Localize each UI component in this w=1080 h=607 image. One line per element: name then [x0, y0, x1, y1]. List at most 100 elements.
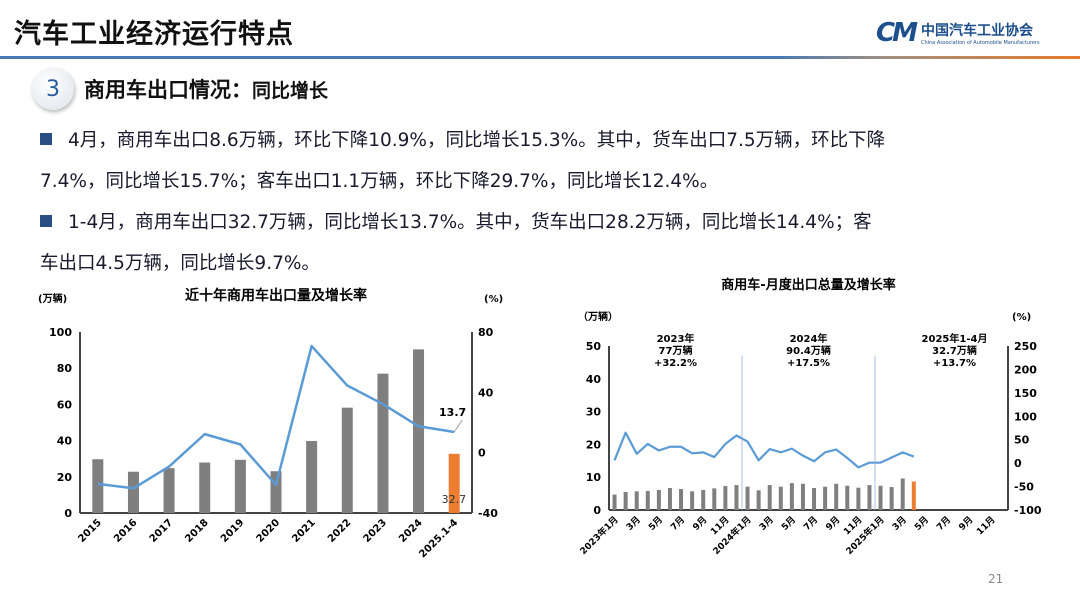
- bullet-2: 1-4月，商用车出口32.7万辆，同比增长13.7%。其中，货车出口28.2万辆…: [40, 202, 1060, 284]
- bar: [377, 373, 389, 513]
- x-tick-label: 3月: [624, 514, 643, 533]
- right-axis-unit: (%): [484, 294, 503, 305]
- bar: [127, 471, 139, 513]
- bar: [306, 440, 318, 513]
- left-tick-label: 40: [586, 373, 602, 386]
- bar: [845, 485, 850, 510]
- year-annotation: +32.2%: [654, 358, 697, 369]
- line-data-label: 13.7: [439, 406, 466, 419]
- bar: [878, 485, 883, 510]
- bar: [634, 491, 639, 510]
- x-tick-label: 2021: [290, 517, 317, 544]
- x-tick-label: 3月: [757, 514, 776, 533]
- left-tick-label: 20: [57, 471, 73, 484]
- bullet-text: 1-4月，商用车出口32.7万辆，同比增长13.7%。其中，货车出口28.2万辆…: [68, 212, 872, 233]
- bullet-text: 车出口4.5万辆，同比增长9.7%。: [40, 253, 320, 274]
- bar: [690, 491, 695, 510]
- chart-title: 商用车-月度出口总量及增长率: [721, 277, 895, 293]
- annual-export-chart: 近十年商用车出口量及增长率 (万辆) (%) 0 20 40 60 80 100 -40 0 40 80…: [38, 287, 503, 560]
- left-axis-unit: (万辆): [38, 292, 67, 305]
- bar: [789, 483, 794, 510]
- left-tick-label: 30: [586, 406, 602, 419]
- caam-logo: CM 中国汽车工业协会 China Association of Automob…: [876, 18, 1040, 48]
- x-tick-label: 5月: [779, 514, 798, 533]
- bar: [413, 349, 425, 513]
- data-label-leader: [453, 419, 463, 433]
- bar: [911, 481, 916, 510]
- bar: [645, 490, 650, 510]
- bar: [448, 453, 460, 513]
- x-tick-label: 2019: [219, 517, 246, 544]
- bar: [834, 483, 839, 510]
- right-tick-label: 40: [478, 386, 494, 399]
- bar: [163, 468, 175, 513]
- left-tick-label: 100: [49, 326, 72, 339]
- right-tick-label: -50: [1014, 481, 1034, 494]
- bar-data-label: 32.7: [442, 493, 467, 506]
- bar: [900, 478, 905, 510]
- bar: [701, 489, 706, 510]
- bullet-square-icon: [40, 133, 52, 145]
- x-tick-label: 2018: [183, 517, 210, 544]
- x-tick-label: 9月: [957, 514, 976, 533]
- bar: [745, 486, 750, 510]
- logo-en: China Association of Automobile Manufact…: [920, 40, 1040, 46]
- logo-mark: CM: [876, 18, 918, 48]
- right-tick-label: 50: [1014, 434, 1030, 447]
- year-annotation: 2023年: [657, 332, 695, 345]
- bar: [723, 486, 728, 510]
- x-tick-label: 7月: [669, 514, 688, 533]
- year-annotation: 90.4万辆: [786, 344, 831, 357]
- bar: [656, 489, 661, 510]
- x-tick-label: 7月: [935, 514, 954, 533]
- left-axis-unit: （万辆）: [578, 310, 618, 323]
- bar: [889, 487, 894, 510]
- year-annotation: +17.5%: [787, 358, 830, 369]
- x-tick-label: 2024: [397, 517, 424, 544]
- x-tick-label: 2022: [326, 517, 353, 544]
- year-annotation: 32.7万辆: [932, 344, 977, 357]
- right-tick-label: 150: [1014, 387, 1037, 400]
- x-tick-label: 2016: [112, 517, 139, 544]
- bar: [767, 485, 772, 510]
- bar: [623, 491, 628, 510]
- bar: [800, 483, 805, 510]
- section-title: 商用车出口情况：: [84, 78, 252, 102]
- right-tick-label: 200: [1014, 363, 1037, 376]
- slide-title: 汽车工业经济运行特点: [14, 19, 294, 50]
- left-tick-label: 50: [586, 340, 602, 353]
- left-tick-label: 60: [57, 398, 73, 411]
- year-annotation: 2024年: [790, 332, 828, 345]
- x-tick-label: 2023: [362, 517, 389, 544]
- bar: [734, 485, 739, 510]
- right-tick-label: -100: [1014, 504, 1042, 517]
- bullet-square-icon: [40, 215, 52, 227]
- x-tick-label: 2020: [255, 517, 282, 544]
- x-tick-label: 11月: [974, 514, 997, 537]
- section-subtitle: 同比增长: [252, 79, 329, 102]
- left-tick-label: 80: [57, 362, 73, 375]
- x-tick-label: 3月: [890, 514, 909, 533]
- x-tick-label: 9月: [691, 514, 710, 533]
- bar: [679, 489, 684, 510]
- page-number: 21: [988, 572, 1004, 586]
- monthly-export-chart: 商用车-月度出口总量及增长率 （万辆） (%) 0 10 20 30 40 50 -100 -50 0…: [577, 277, 1042, 557]
- x-tick-label: 7月: [802, 514, 821, 533]
- bar: [199, 462, 211, 513]
- bar: [667, 488, 672, 510]
- bar: [712, 488, 717, 510]
- year-annotation: 2025年1-4月: [922, 332, 988, 345]
- right-tick-label: 80: [478, 326, 494, 339]
- year-annotation: 77万辆: [659, 344, 693, 357]
- left-tick-label: 0: [593, 504, 601, 517]
- section-number: 3: [32, 68, 74, 110]
- bar: [867, 485, 872, 510]
- x-tick-label: 2015: [76, 517, 103, 544]
- bar: [812, 488, 817, 510]
- year-annotation: +13.7%: [933, 358, 976, 369]
- bar: [341, 407, 353, 513]
- section-heading: 3 商用车出口情况： 同比增长: [32, 68, 328, 110]
- bar: [778, 486, 783, 510]
- right-tick-label: -40: [478, 507, 498, 520]
- right-tick-label: 0: [478, 447, 486, 460]
